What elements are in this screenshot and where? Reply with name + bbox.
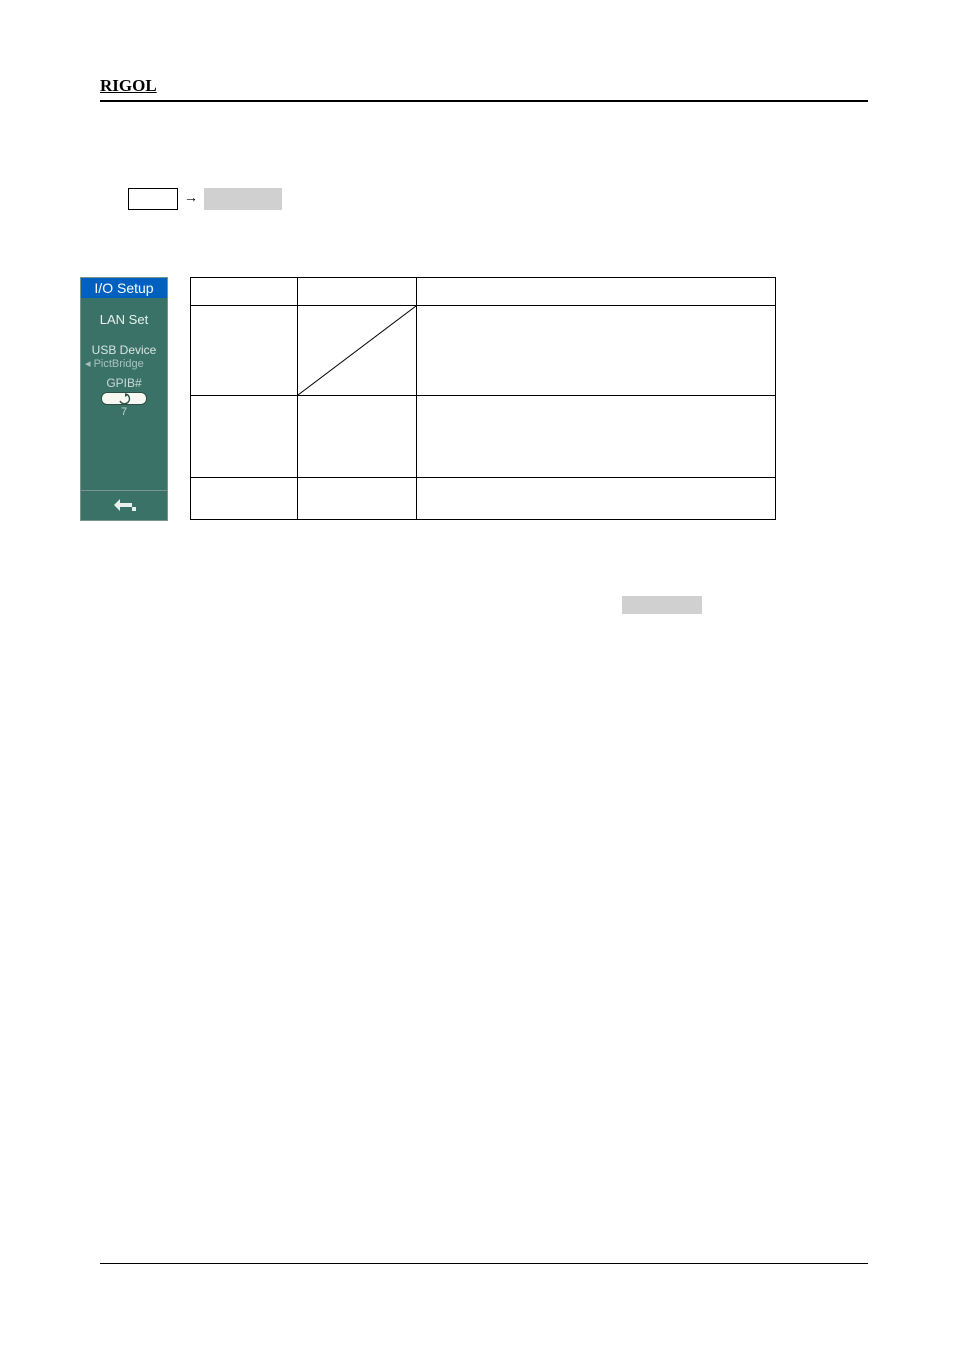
table-cell bbox=[297, 396, 416, 478]
table-header-cell bbox=[416, 278, 775, 306]
settings-table bbox=[190, 277, 776, 520]
menu-body: LAN Set USB Device ◂ PictBridge GPIB# 7 bbox=[81, 298, 167, 520]
menu-back-button[interactable] bbox=[81, 490, 167, 520]
table-cell bbox=[191, 396, 298, 478]
menu-item-pictbridge[interactable]: ◂ PictBridge bbox=[81, 357, 167, 372]
table-row bbox=[191, 478, 776, 520]
table-cell bbox=[416, 478, 775, 520]
menu-item-gpib[interactable]: GPIB# bbox=[81, 372, 167, 390]
table-header-row bbox=[191, 278, 776, 306]
table-cell bbox=[416, 396, 775, 478]
page: RIGOL → I/O Setup LAN Set USB Device ◂ P… bbox=[0, 0, 954, 1350]
table-cell bbox=[416, 306, 775, 396]
arrow-right-icon: → bbox=[184, 191, 198, 207]
table-header-cell bbox=[191, 278, 298, 306]
inline-highlight bbox=[622, 596, 702, 614]
table-row bbox=[191, 306, 776, 396]
table-cell bbox=[191, 478, 298, 520]
menu-title: I/O Setup bbox=[81, 278, 167, 298]
table-header-cell bbox=[297, 278, 416, 306]
page-footer-rule bbox=[100, 1263, 868, 1264]
page-header: RIGOL bbox=[100, 76, 868, 102]
menu-item-usb[interactable]: USB Device bbox=[81, 337, 167, 357]
pictbridge-label: PictBridge bbox=[94, 358, 144, 370]
menu-item-lan[interactable]: LAN Set bbox=[81, 298, 167, 337]
table-cell bbox=[297, 478, 416, 520]
table-cell-diagonal bbox=[297, 306, 416, 396]
brand-label: RIGOL bbox=[100, 76, 157, 95]
nav-step-highlight bbox=[204, 188, 282, 210]
menu-spacer bbox=[81, 434, 167, 490]
nav-step-box bbox=[128, 188, 178, 210]
io-setup-menu: I/O Setup LAN Set USB Device ◂ PictBridg… bbox=[80, 277, 168, 521]
table-cell bbox=[191, 306, 298, 396]
gpib-value: 7 bbox=[81, 406, 167, 434]
nav-breadcrumb: → bbox=[128, 188, 282, 210]
table-row bbox=[191, 396, 776, 478]
knob-icon bbox=[101, 392, 147, 405]
